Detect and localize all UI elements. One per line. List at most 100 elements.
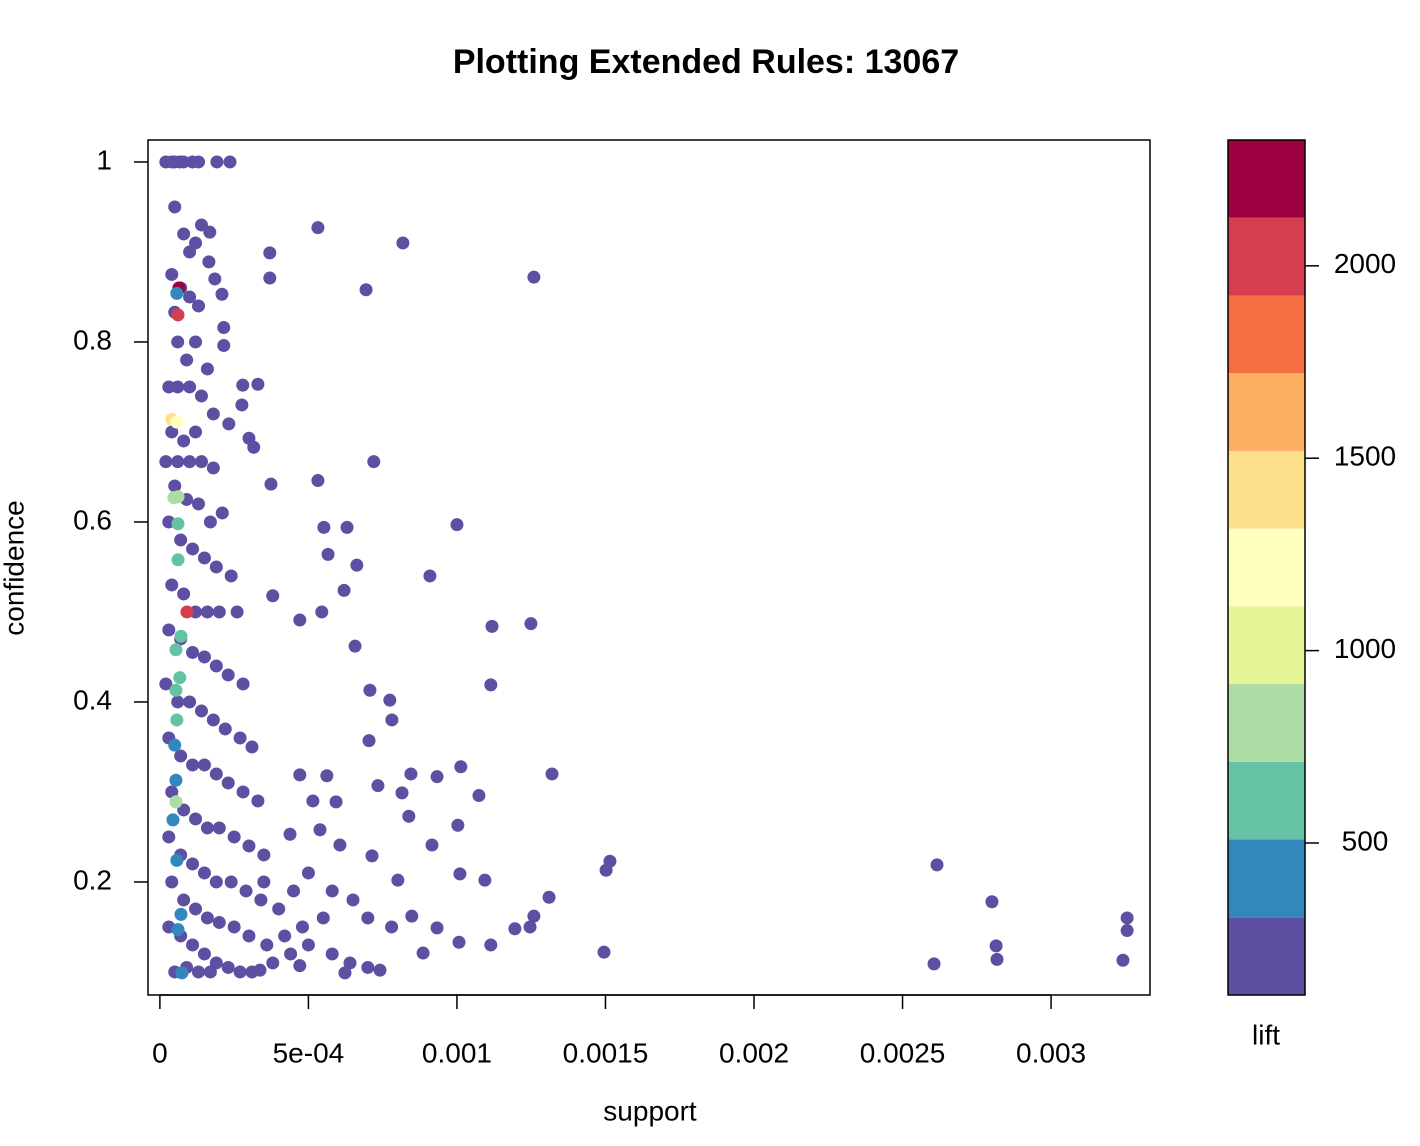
point (189, 236, 203, 250)
point (203, 515, 217, 529)
colorbar-tick-label: 500 (1342, 825, 1389, 856)
point (371, 779, 385, 793)
point (365, 849, 379, 863)
point (230, 605, 244, 619)
point (545, 767, 559, 781)
point (183, 695, 197, 709)
point (173, 155, 187, 169)
point (485, 619, 499, 633)
point (233, 965, 247, 979)
point (186, 857, 200, 871)
point (221, 960, 235, 974)
point (171, 517, 185, 531)
point (180, 353, 194, 367)
point (200, 362, 214, 376)
point (170, 853, 184, 867)
point (391, 873, 405, 887)
point (242, 431, 256, 445)
point (174, 629, 188, 643)
point (348, 639, 362, 653)
point (209, 560, 223, 574)
point (171, 695, 185, 709)
y-tick-label: 0.4 (73, 684, 112, 715)
colorbar-bin (1228, 839, 1305, 918)
point (236, 378, 250, 392)
point (168, 479, 182, 493)
point (451, 818, 465, 832)
point (169, 683, 183, 697)
point (224, 569, 238, 583)
point (1120, 924, 1134, 938)
chart-title: Plotting Extended Rules: 13067 (453, 43, 959, 81)
point (361, 960, 375, 974)
point (165, 578, 179, 592)
colorbar-bin (1228, 295, 1305, 374)
point (169, 795, 183, 809)
y-tick-label: 1 (96, 144, 112, 175)
point (385, 713, 399, 727)
point (245, 740, 259, 754)
point (272, 902, 286, 916)
point (295, 920, 309, 934)
point (350, 558, 364, 572)
point (224, 875, 238, 889)
point (208, 272, 222, 286)
y-tick-label: 0.2 (73, 864, 112, 895)
point (165, 425, 179, 439)
point (189, 902, 203, 916)
point (264, 477, 278, 491)
point (221, 776, 235, 790)
point (450, 518, 464, 532)
point (183, 455, 197, 469)
point (171, 380, 185, 394)
point (293, 768, 307, 782)
point (171, 490, 185, 504)
x-tick-label: 5e-04 (273, 1037, 345, 1068)
x-tick-label: 0.0025 (860, 1037, 946, 1068)
point (367, 455, 381, 469)
point (221, 668, 235, 682)
point (177, 587, 191, 601)
point (293, 959, 307, 973)
point (223, 155, 237, 169)
point (311, 221, 325, 235)
x-tick-label: 0.001 (422, 1037, 492, 1068)
point (343, 956, 357, 970)
point (233, 731, 247, 745)
colorbar-tick-label: 1500 (1334, 441, 1396, 472)
point (162, 830, 176, 844)
point (217, 339, 231, 353)
point (186, 758, 200, 772)
plot-frame (147, 139, 1151, 996)
point (287, 884, 301, 898)
point (175, 966, 189, 980)
point (183, 380, 197, 394)
point (186, 542, 200, 556)
point (200, 605, 214, 619)
point (194, 389, 208, 403)
point (235, 398, 249, 412)
point (174, 907, 188, 921)
point (320, 769, 334, 783)
point (542, 890, 556, 904)
point (1116, 953, 1130, 967)
colorbar-bin (1228, 684, 1305, 762)
point (453, 867, 467, 881)
point (197, 758, 211, 772)
point (317, 520, 331, 534)
point (423, 569, 437, 583)
point (293, 613, 307, 627)
point (484, 938, 498, 952)
point (197, 866, 211, 880)
point (209, 767, 223, 781)
point (383, 693, 397, 707)
point (168, 200, 182, 214)
point (315, 605, 329, 619)
point (189, 425, 203, 439)
point (215, 506, 229, 520)
point (177, 893, 191, 907)
point (180, 605, 194, 619)
point (203, 965, 217, 979)
point (239, 884, 253, 898)
point (472, 789, 486, 803)
